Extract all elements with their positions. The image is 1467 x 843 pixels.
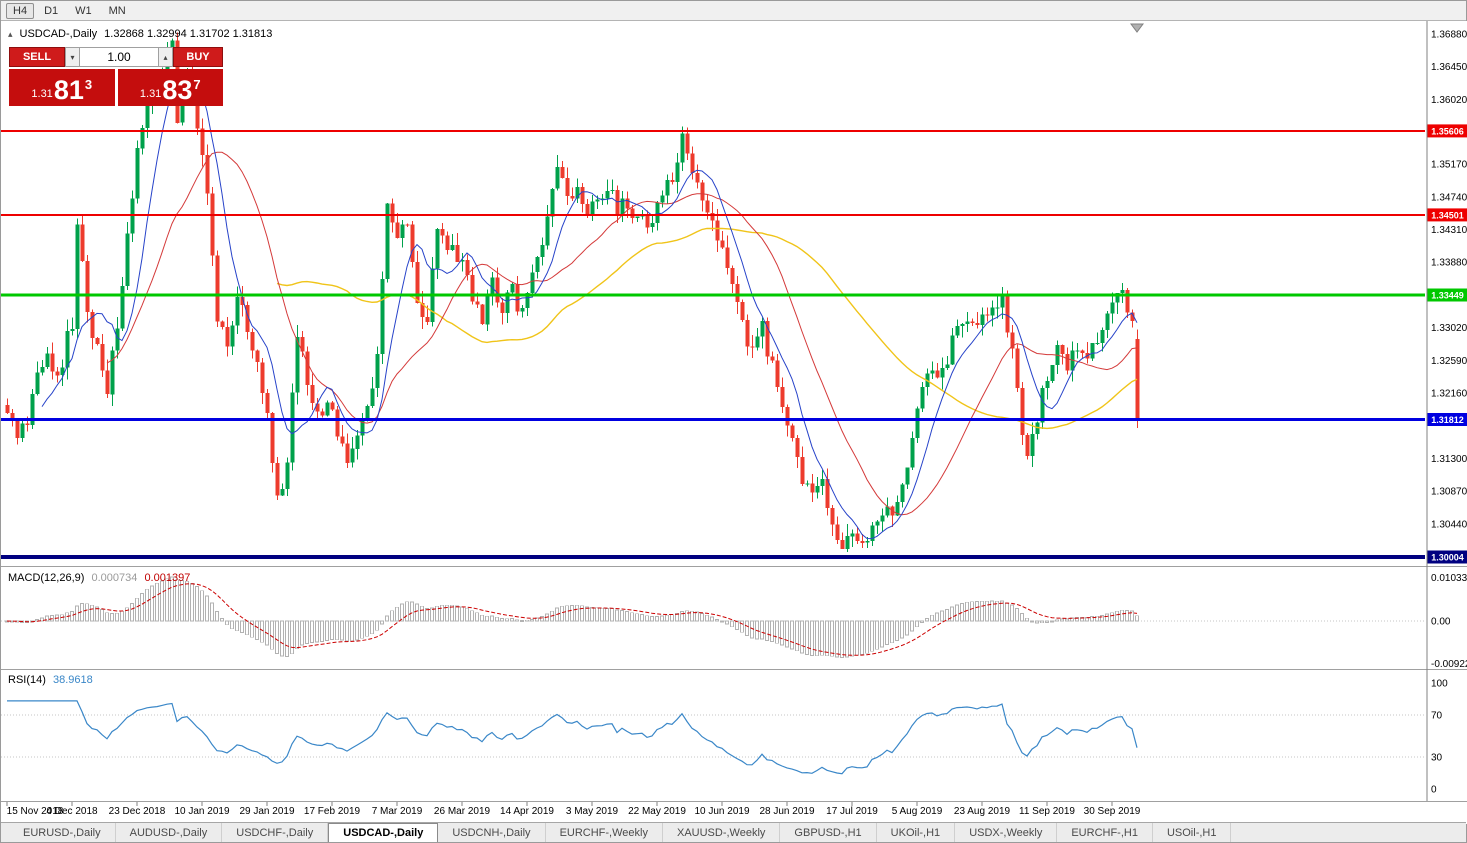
svg-text:1.36020: 1.36020 (1431, 95, 1467, 106)
bottom-tab-usdcnh-daily[interactable]: USDCNH-,Daily (438, 823, 546, 842)
level-line-support-blue[interactable]: 1.31812 (1, 413, 1467, 426)
buy-price-display[interactable]: 1.31 83 7 (117, 69, 223, 106)
macd-histogram (5, 576, 1139, 658)
symbol-tab-bar: EURUSD-,Daily AUDUSD-,Daily USDCHF-,Daily U… (1, 822, 1466, 842)
bottom-tab-eurchf-weekly[interactable]: EURCHF-,Weekly (546, 823, 663, 842)
rsi-axis: 100 70 30 0 (1431, 679, 1448, 796)
svg-text:1.34310: 1.34310 (1431, 225, 1467, 236)
collapse-chart-icon[interactable]: ▴ (8, 29, 13, 39)
svg-text:30: 30 (1431, 753, 1443, 764)
timeframe-button-mn[interactable]: MN (108, 4, 126, 17)
bottom-tab-eurchf-h1[interactable]: EURCHF-,H1 (1057, 823, 1153, 842)
svg-text:1.33020: 1.33020 (1431, 323, 1467, 334)
candles-layer (5, 32, 1140, 552)
bottom-tab-xauusd-weekly[interactable]: XAUUSD-,Weekly (663, 823, 781, 842)
ma-line-period-8 (41, 76, 1138, 540)
sell-button[interactable]: SELL (9, 47, 65, 67)
svg-text:70: 70 (1431, 711, 1443, 722)
pane-separators (1, 21, 1467, 802)
rsi-level-lines (1, 714, 1425, 758)
svg-text:22 May 2019: 22 May 2019 (628, 806, 686, 817)
one-click-trading-panel: SELL ▾ ▴ BUY 1.31 81 3 1.31 83 7 (9, 47, 223, 106)
volume-increase-caret-icon[interactable]: ▴ (158, 47, 173, 67)
svg-text:1.34501: 1.34501 (1431, 210, 1464, 220)
bottom-tab-eurusd-daily[interactable]: EURUSD-,Daily (9, 823, 116, 842)
sell-price-pip-digit: 3 (84, 77, 93, 92)
bottom-tab-ukoil-h1[interactable]: UKOil-,H1 (877, 823, 956, 842)
svg-text:1.32590: 1.32590 (1431, 356, 1467, 367)
level-line-resistance-lower[interactable]: 1.34501 (1, 208, 1467, 222)
timeframe-button-d1[interactable]: D1 (44, 4, 59, 17)
sell-price-display[interactable]: 1.31 81 3 (9, 69, 115, 106)
timeframe-toolbar: H4 D1 W1 MN (1, 1, 1466, 21)
level-line-pivot-green[interactable]: 1.33449 (1, 288, 1467, 302)
svg-text:10 Jun 2019: 10 Jun 2019 (694, 806, 749, 817)
chart-shift-marker-icon (1130, 23, 1144, 33)
svg-text:1.36450: 1.36450 (1431, 62, 1467, 73)
svg-text:28 Jun 2019: 28 Jun 2019 (759, 806, 814, 817)
svg-text:1.31300: 1.31300 (1431, 454, 1467, 465)
svg-text:1.35170: 1.35170 (1431, 160, 1467, 171)
macd-axis: 0.0103311 0.00 -0.0092203 (1431, 573, 1467, 670)
svg-text:1.33449: 1.33449 (1431, 291, 1464, 301)
buy-price-pip-digit: 7 (193, 77, 201, 92)
bottom-tab-usdchf-daily[interactable]: USDCHF-,Daily (222, 823, 329, 842)
svg-text:1.35606: 1.35606 (1431, 126, 1464, 136)
svg-text:5 Aug 2019: 5 Aug 2019 (892, 806, 943, 817)
buy-price-big-digits: 83 (162, 75, 193, 105)
svg-text:1.31812: 1.31812 (1431, 415, 1464, 425)
svg-text:29 Jan 2019: 29 Jan 2019 (239, 806, 294, 817)
level-line-support-navy[interactable]: 1.30004 (1, 550, 1467, 564)
chart-canvas[interactable]: 1.35606 1.34501 1.33449 1.31812 1.30004 1.368… (1, 21, 1467, 824)
timeframe-button-h4[interactable]: H4 (6, 2, 35, 19)
svg-text:14 Apr 2019: 14 Apr 2019 (500, 806, 554, 817)
svg-text:1.30004: 1.30004 (1431, 553, 1464, 563)
volume-dropdown-caret-icon[interactable]: ▾ (65, 47, 80, 67)
volume-input[interactable] (80, 47, 158, 67)
sell-price-prefix: 1.31 (31, 88, 53, 100)
bottom-tab-usoil-h1[interactable]: USOil-,H1 (1153, 823, 1232, 842)
svg-text:17 Feb 2019: 17 Feb 2019 (304, 806, 361, 817)
sell-price-big-digits: 81 (53, 75, 84, 105)
svg-text:0: 0 (1431, 785, 1437, 796)
timeframe-button-w1[interactable]: W1 (75, 4, 92, 17)
svg-text:1.30870: 1.30870 (1431, 487, 1467, 498)
price-axis: 1.36880 1.36450 1.36020 1.35170 1.34740 1.343… (1431, 30, 1467, 531)
svg-text:23 Dec 2018: 23 Dec 2018 (109, 806, 166, 817)
bottom-tab-usdx-weekly[interactable]: USDX-,Weekly (955, 823, 1058, 842)
svg-text:100: 100 (1431, 679, 1448, 690)
svg-text:10 Jan 2019: 10 Jan 2019 (174, 806, 229, 817)
bottom-tab-gbpusd-h1[interactable]: GBPUSD-,H1 (780, 823, 877, 842)
svg-text:0.00: 0.00 (1431, 617, 1451, 628)
svg-text:1.30440: 1.30440 (1431, 519, 1467, 530)
rsi-line (7, 700, 1138, 775)
svg-text:-0.0092203: -0.0092203 (1431, 659, 1467, 670)
bottom-tab-usdcad-daily[interactable]: USDCAD-,Daily (328, 823, 439, 842)
svg-text:1.32160: 1.32160 (1431, 389, 1467, 400)
level-line-resistance-upper[interactable]: 1.35606 (1, 124, 1467, 138)
buy-price-prefix: 1.31 (139, 88, 162, 100)
svg-text:1.36880: 1.36880 (1431, 30, 1467, 41)
svg-text:15 Nov 2018: 15 Nov 2018 (7, 806, 64, 817)
svg-text:30 Sep 2019: 30 Sep 2019 (1084, 806, 1141, 817)
svg-text:26 Mar 2019: 26 Mar 2019 (434, 806, 491, 817)
svg-text:17 Jul 2019: 17 Jul 2019 (826, 806, 878, 817)
svg-text:11 Sep 2019: 11 Sep 2019 (1019, 806, 1075, 817)
svg-text:0.0103311: 0.0103311 (1431, 573, 1467, 584)
svg-text:1.33880: 1.33880 (1431, 258, 1467, 269)
bottom-tab-audusd-daily[interactable]: AUDUSD-,Daily (116, 823, 223, 842)
chart-window: 1.35606 1.34501 1.33449 1.31812 1.30004 1.368… (1, 21, 1467, 824)
svg-text:7 Mar 2019: 7 Mar 2019 (372, 806, 423, 817)
svg-text:1.34740: 1.34740 (1431, 192, 1467, 203)
buy-button[interactable]: BUY (173, 47, 223, 67)
svg-text:3 May 2019: 3 May 2019 (566, 806, 619, 817)
ma-line-period-55 (276, 227, 1138, 430)
macd-signal-line (6, 583, 1138, 656)
svg-text:4 Dec 2018: 4 Dec 2018 (46, 806, 98, 817)
svg-text:23 Aug 2019: 23 Aug 2019 (954, 806, 1011, 817)
